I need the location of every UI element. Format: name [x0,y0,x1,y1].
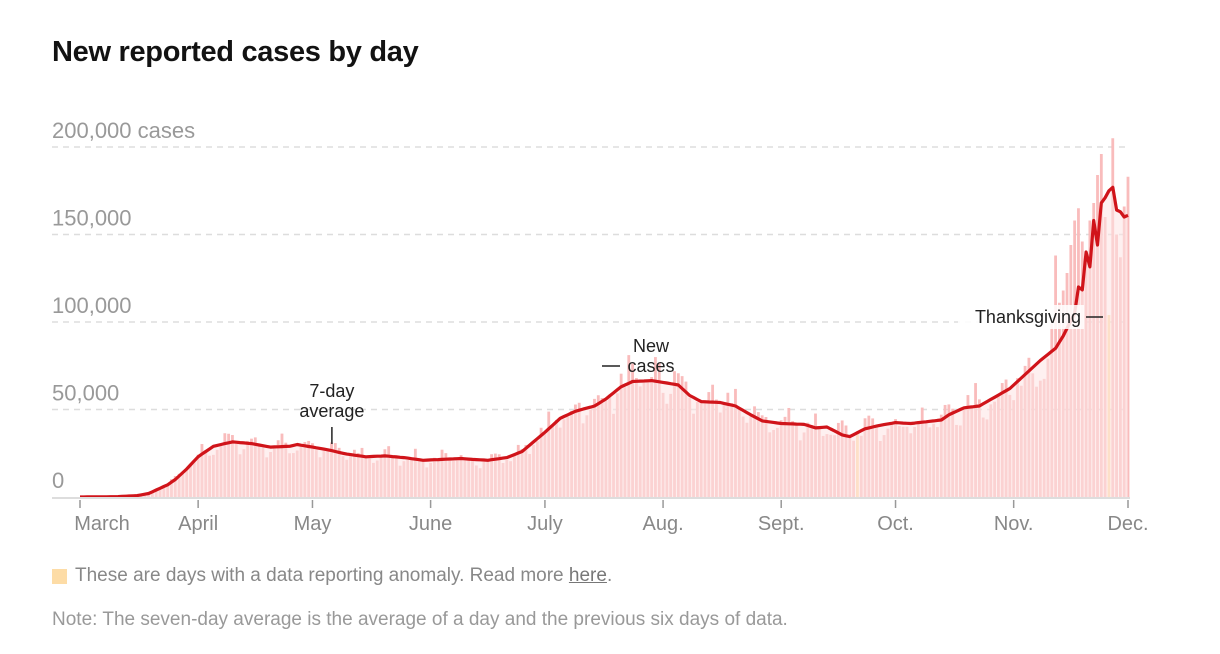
read-more-link[interactable]: here [568,565,607,586]
y-tick-label: 200,000 cases [52,118,195,143]
seven-day-average-line [80,185,1129,499]
x-tick-label: March [74,513,130,535]
annotation-average-label: 7-day [309,381,354,401]
annotation-thanksgiving-label: Thanksgiving [975,307,1081,327]
annotation-new-cases-label: cases [627,356,674,376]
anomaly-swatch [52,568,67,584]
anomaly-legend: These are days with a data reporting ano… [52,565,612,587]
gridlines [52,146,1130,411]
y-tick-label: 50,000 [52,381,119,406]
annotation-average-label: average [299,401,364,421]
x-tick-label: Aug. [642,513,683,535]
x-tick-label: July [527,513,563,535]
x-tick-label: April [178,513,218,535]
anomaly-legend-text: These are days with a data reporting ano… [75,565,564,586]
annotation-thanksgiving-bg [958,305,1084,329]
x-tick-label: Sept. [758,513,805,535]
anomaly-legend-end: . [606,565,613,586]
x-tick-label: Nov. [994,513,1034,535]
x-axis-ticks: March April May June July Aug. Sept. Oct. Nov. De… [74,500,1149,535]
y-tick-label: 0 [52,468,64,493]
x-tick-label: June [409,513,452,535]
footnote: Note: The seven-day average is the avera… [52,609,788,630]
x-tick-label: May [294,513,332,535]
y-axis-labels: 0 50,000 100,000 150,000 200,000 cases [52,118,195,493]
cases-chart: 0 50,000 100,000 150,000 200,000 cases March… [52,118,1149,535]
annotation-new-cases-label: New [633,336,670,356]
y-tick-label: 100,000 [52,293,132,318]
x-tick-label: Dec. [1107,513,1148,535]
average-area-fill [80,187,1128,498]
x-tick-label: Oct. [877,513,914,535]
chart-title: New reported cases by day [52,36,419,68]
y-tick-label: 150,000 [52,206,132,231]
